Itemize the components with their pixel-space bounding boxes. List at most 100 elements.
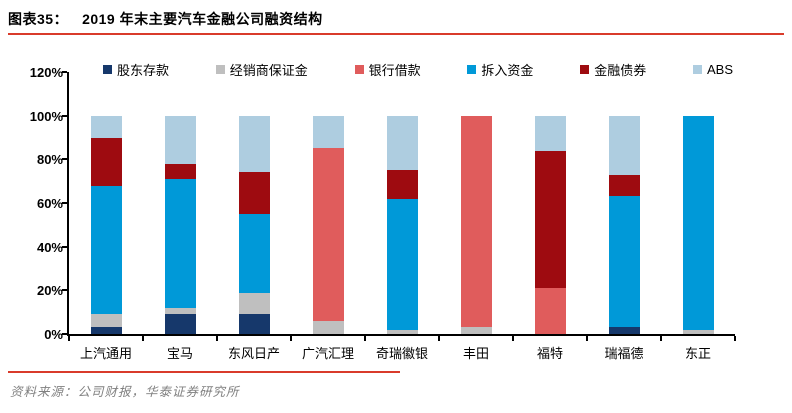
bar-segment[interactable] — [608, 196, 640, 328]
x-axis-labels: 上汽通用 宝马 东风日产 广汽汇理 奇瑞徽银 丰田 福特 瑞福德 东正 — [69, 343, 735, 362]
bar-slot — [439, 72, 513, 334]
bar-segment[interactable] — [164, 163, 196, 179]
x-axis-category-label: 瑞福德 — [604, 346, 644, 361]
bar-segment[interactable] — [164, 115, 196, 164]
bar-segment[interactable] — [90, 115, 122, 138]
legend-marker-icon — [692, 65, 702, 74]
bar-segment[interactable] — [312, 320, 344, 334]
y-axis-tick-label: 120% — [29, 65, 63, 80]
stacked-bar[interactable] — [164, 72, 196, 334]
x-axis-tick — [586, 336, 588, 341]
bar-segment[interactable] — [386, 329, 418, 334]
legend-item: 金融债券 — [580, 60, 646, 79]
y-axis-tick — [62, 158, 67, 161]
bar-segment[interactable] — [238, 314, 270, 334]
legend-marker-icon — [467, 65, 477, 74]
bar-segment[interactable] — [534, 288, 566, 334]
legend-item: 银行借款 — [354, 60, 421, 79]
x-axis-category-label: 东正 — [684, 346, 711, 361]
bar-segment[interactable] — [238, 213, 270, 293]
legend-marker-icon — [354, 65, 364, 74]
bar-segment[interactable] — [312, 115, 344, 149]
bar-segment[interactable] — [90, 137, 122, 186]
bar-slot — [513, 72, 587, 334]
figure-label: 图表35： — [8, 11, 69, 27]
bar-segment[interactable] — [238, 115, 270, 173]
x-axis-tick — [68, 336, 70, 341]
bar-segment[interactable] — [460, 327, 492, 334]
footer-divider — [8, 371, 400, 373]
y-axis-tick — [62, 333, 67, 335]
bar-segment[interactable] — [386, 115, 418, 171]
y-axis-tick-label: 0% — [44, 327, 63, 342]
page-title: 2019 年末主要汽车金融公司融资结构 — [82, 11, 323, 27]
y-axis-tick-label: 40% — [36, 239, 63, 255]
bar-segment[interactable] — [682, 329, 714, 334]
bar-segment[interactable] — [164, 179, 196, 308]
legend-label: 股东存款 — [117, 63, 170, 78]
legend-item: ABS — [692, 62, 733, 77]
legend-marker-icon — [103, 65, 112, 74]
stacked-bar[interactable] — [386, 72, 418, 334]
bar-segment[interactable] — [534, 115, 566, 151]
y-axis-tick — [62, 245, 67, 248]
bar-segment[interactable] — [608, 327, 640, 334]
stacked-bar[interactable] — [608, 72, 640, 334]
bar-segment[interactable] — [238, 172, 270, 214]
bar-slot — [587, 72, 661, 334]
x-axis-category-label: 东风日产 — [227, 346, 280, 361]
x-axis-tick — [659, 336, 662, 341]
x-axis-tick — [512, 336, 514, 341]
legend-marker-icon — [580, 65, 590, 74]
legend-label: ABS — [706, 62, 733, 77]
bar-slot — [661, 72, 735, 334]
bar-segment[interactable] — [164, 314, 196, 334]
y-axis-tick — [62, 289, 67, 292]
stacked-bar[interactable] — [312, 72, 344, 334]
y-axis-tick — [62, 71, 67, 73]
legend-label: 金融债券 — [594, 63, 647, 78]
x-axis-tick — [734, 336, 736, 341]
stacked-bar[interactable] — [90, 72, 122, 334]
x-axis-tick — [141, 336, 144, 341]
bar-segment[interactable] — [534, 150, 566, 289]
x-axis-category-label: 广汽汇理 — [301, 346, 354, 361]
bar-segment[interactable] — [682, 115, 714, 330]
y-axis-tick — [62, 202, 67, 204]
bar-slot — [143, 72, 217, 334]
bar-slot — [291, 72, 365, 334]
bar-segment[interactable] — [386, 170, 418, 199]
legend-label: 经销商保证金 — [229, 63, 308, 78]
bar-slot — [217, 72, 291, 334]
x-axis-category-label: 上汽通用 — [79, 346, 132, 361]
bar-segment[interactable] — [90, 327, 122, 334]
y-axis-tick — [62, 114, 67, 117]
legend-item: 拆入资金 — [467, 60, 533, 79]
x-axis-category-label: 丰田 — [462, 346, 489, 361]
bar-slot — [69, 72, 143, 334]
bar-segment[interactable] — [460, 115, 492, 328]
stacked-bar[interactable] — [460, 72, 492, 334]
bar-segment[interactable] — [608, 174, 640, 197]
y-axis-tick-label: 20% — [36, 283, 63, 299]
bars-row — [69, 72, 735, 334]
bar-segment[interactable] — [608, 115, 640, 175]
legend-item: 经销商保证金 — [215, 60, 308, 79]
stacked-bar[interactable] — [238, 72, 270, 334]
stacked-bar[interactable] — [534, 72, 566, 334]
chart-header: 图表35： 2019 年末主要汽车金融公司融资结构 — [8, 9, 323, 29]
bar-segment[interactable] — [312, 148, 344, 321]
bar-segment[interactable] — [386, 198, 418, 330]
y-axis-tick-label: 60% — [36, 196, 63, 211]
stacked-bar[interactable] — [682, 72, 714, 334]
bar-segment[interactable] — [164, 307, 196, 315]
bar-segment[interactable] — [90, 185, 122, 315]
bar-segment[interactable] — [90, 314, 122, 328]
source-note: 资料来源：公司财报，华泰证券研究所 — [10, 385, 240, 399]
y-axis-tick-label: 100% — [29, 108, 63, 124]
x-axis-tick — [438, 336, 440, 341]
bar-segment[interactable] — [238, 292, 270, 315]
x-axis-category-label: 宝马 — [166, 346, 193, 361]
legend-marker-icon — [215, 65, 225, 74]
